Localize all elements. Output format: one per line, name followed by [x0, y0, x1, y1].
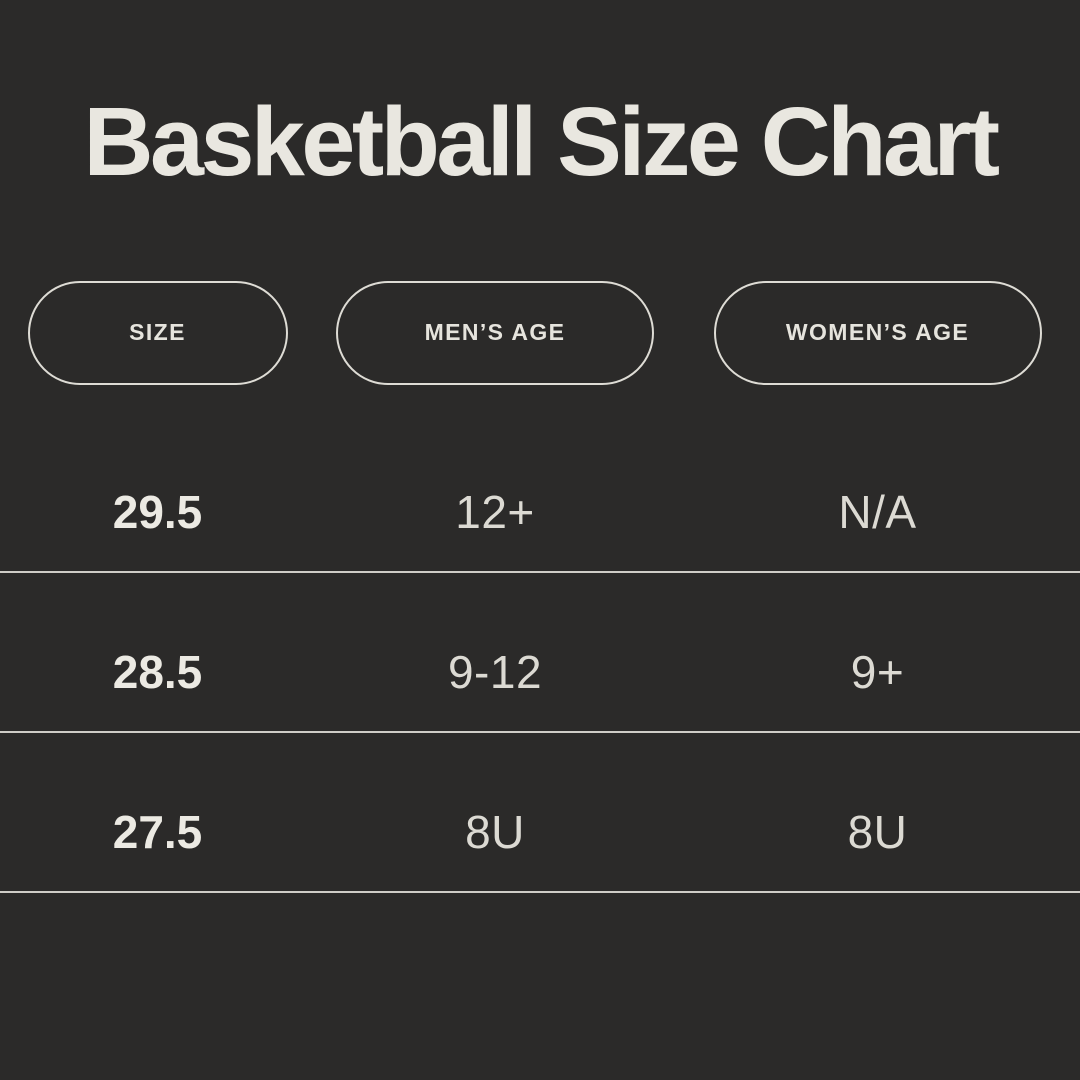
column-header-label-womens-age: WOMEN’S AGE: [785, 319, 970, 346]
cell-mens-age: 12+: [455, 485, 535, 538]
column-header-label-mens-age: MEN’S AGE: [424, 319, 566, 346]
cell-mens-age: 9-12: [447, 645, 543, 698]
table-row: 29.5 12+ N/A: [0, 413, 1080, 573]
column-header-pill-size: SIZE: [27, 280, 288, 385]
cell-size: 27.5: [112, 805, 203, 858]
header-cell-womens-age: WOMEN’S AGE: [675, 280, 1080, 385]
cell-womens-age: 8U: [847, 805, 908, 858]
cell-size: 29.5: [112, 485, 203, 538]
column-header-pill-womens-age: WOMEN’S AGE: [713, 280, 1042, 385]
header-cell-mens-age: MEN’S AGE: [315, 280, 675, 385]
page-title: Basketball Size Chart: [83, 87, 1000, 196]
header-cell-size: SIZE: [0, 280, 315, 385]
cell-mens-age: 8U: [465, 805, 525, 858]
column-header-label-size: SIZE: [129, 319, 186, 346]
column-header-pill-mens-age: MEN’S AGE: [336, 280, 654, 385]
cell-size: 28.5: [112, 645, 203, 698]
table-row: 27.5 8U 8U: [0, 733, 1080, 893]
table-body: 29.5 12+ N/A 28.5 9-12 9+ 27.5 8U 8U: [0, 413, 1080, 893]
cell-womens-age: N/A: [838, 485, 917, 538]
table-header-row: SIZE MEN’S AGE WOMEN’S AGE: [0, 280, 1080, 385]
cell-womens-age: 9+: [850, 645, 905, 698]
table-row: 28.5 9-12 9+: [0, 573, 1080, 733]
